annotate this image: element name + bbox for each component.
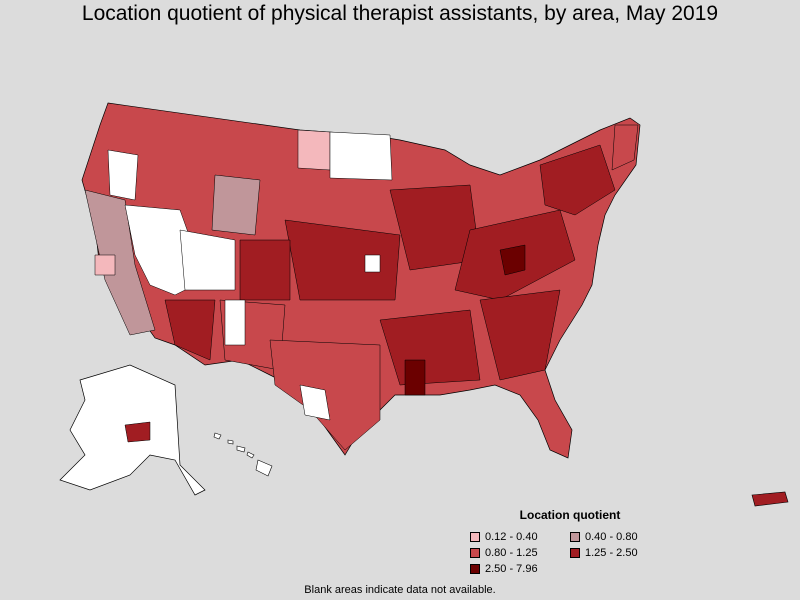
region-colorado [239, 239, 291, 301]
legend-swatch-4 [470, 564, 480, 574]
legend-item-3: 1.25 - 2.50 [570, 546, 670, 560]
legend-swatch-1 [570, 532, 580, 542]
region-north-dakota-light [297, 129, 331, 171]
alaska-anchorage [124, 421, 151, 443]
legend-item-1: 0.40 - 0.80 [570, 530, 670, 544]
legend-label-1: 0.40 - 0.80 [585, 531, 638, 543]
region-west-virginia [499, 244, 526, 276]
puerto-rico [751, 491, 789, 507]
no-data-north-dakota [329, 131, 393, 181]
no-data-new-mexico [224, 299, 246, 346]
legend-item-4: 2.50 - 7.96 [470, 562, 570, 576]
region-california [84, 189, 156, 336]
hawaii [213, 432, 273, 477]
legend-item-2: 0.80 - 1.25 [470, 546, 570, 560]
no-data-utah-east [179, 229, 236, 291]
region-mississippi-delta [404, 359, 426, 396]
region-arizona [164, 299, 216, 361]
legend-title: Location quotient [519, 508, 621, 522]
map-title: Location quotient of physical therapist … [81, 2, 719, 25]
no-data-oregon [107, 149, 139, 201]
legend-label-0: 0.12 - 0.40 [485, 531, 538, 543]
region-wyoming [211, 174, 261, 236]
legend-label-4: 2.50 - 7.96 [485, 563, 538, 575]
legend-label-2: 0.80 - 1.25 [485, 547, 538, 559]
legend-swatch-2 [470, 548, 480, 558]
region-northeast [539, 144, 616, 216]
region-great-plains [284, 219, 401, 301]
no-data-west-texas [299, 384, 331, 421]
footnote: Blank areas indicate data not available. [304, 584, 496, 596]
region-maine [611, 124, 639, 171]
region-southeast [479, 289, 561, 381]
legend-swatch-3 [570, 548, 580, 558]
legend: Location quotient 0.12 - 0.40 0.40 - 0.8… [470, 508, 670, 576]
legend-swatch-0 [470, 532, 480, 542]
no-data-kansas-spot [364, 254, 381, 273]
legend-item-0: 0.12 - 0.40 [470, 530, 570, 544]
region-sf-bay-light [94, 254, 116, 276]
legend-label-3: 1.25 - 2.50 [585, 547, 638, 559]
